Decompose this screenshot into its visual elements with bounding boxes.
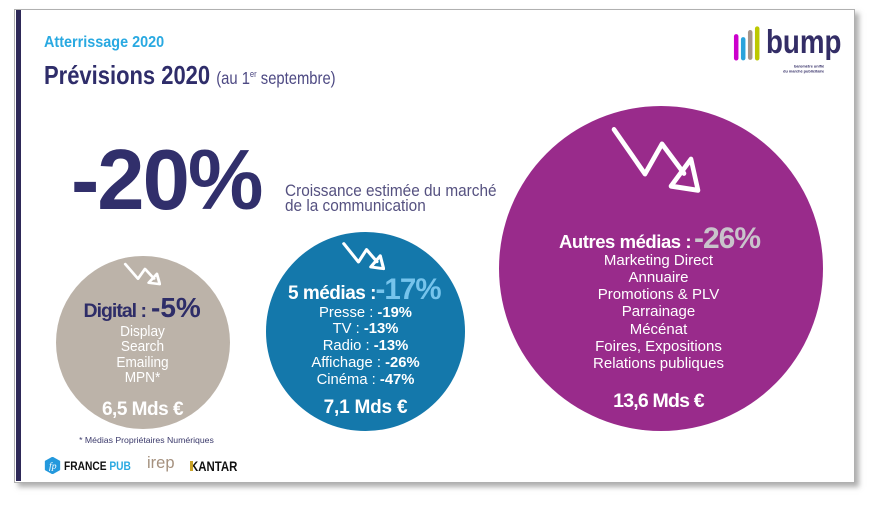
svg-text:du marché publicitaire: du marché publicitaire <box>783 69 824 73</box>
svg-text:fp: fp <box>49 460 57 471</box>
svg-text:baromètre unifié: baromètre unifié <box>794 64 824 68</box>
